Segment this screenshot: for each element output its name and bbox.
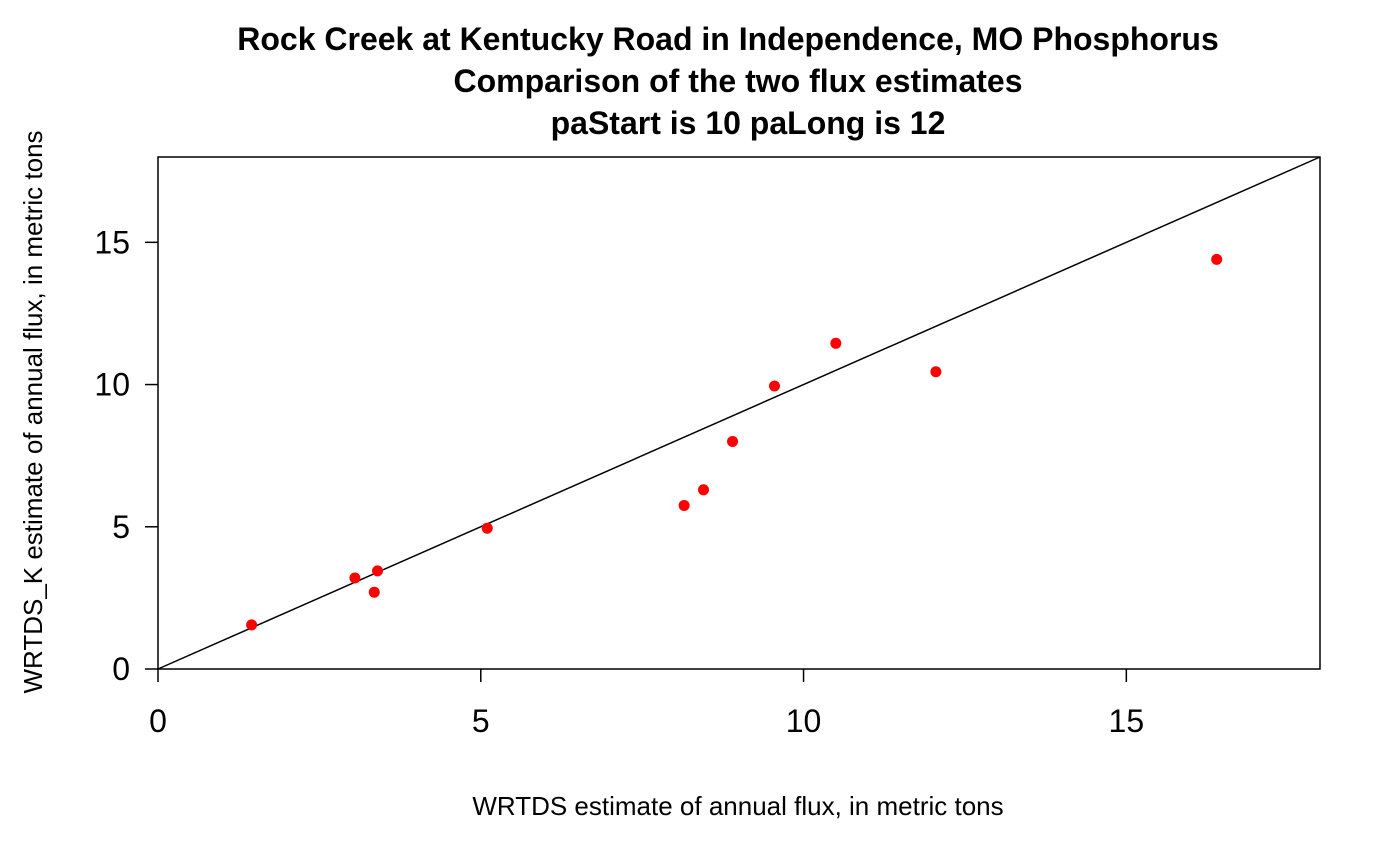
data-point [678,499,690,511]
data-point [930,366,942,378]
reference-line [157,156,1321,670]
data-point [727,435,739,447]
data-point [349,572,361,584]
data-point [481,522,493,534]
y-tick-label: 15 [94,224,130,260]
chart-title-line-2: Comparison of the two flux estimates [454,63,1023,99]
y-tick-label: 5 [112,509,130,545]
x-tick-label: 10 [786,703,822,739]
data-point [246,619,258,631]
x-axis-label: WRTDS estimate of annual flux, in metric… [472,791,1003,821]
chart-title-line-1: Rock Creek at Kentucky Road in Independe… [237,21,1219,57]
x-tick-label: 15 [1109,703,1145,739]
plot-area: 0 5 10 15 0 5 10 15 [94,156,1321,739]
y-axis-label: WRTDS_K estimate of annual flux, in metr… [18,130,48,693]
data-point [1211,253,1223,265]
plot-frame [157,156,1321,670]
y-tick-label: 0 [112,651,130,687]
data-point [769,380,781,392]
data-point [830,337,842,349]
chart-title-line-3: paStart is 10 paLong is 12 [551,105,946,141]
x-tick-label: 0 [149,703,167,739]
x-tick-label: 5 [472,703,490,739]
data-point [371,565,383,577]
data-point [368,586,380,598]
data-point [697,484,709,496]
y-tick-label: 10 [94,367,130,403]
